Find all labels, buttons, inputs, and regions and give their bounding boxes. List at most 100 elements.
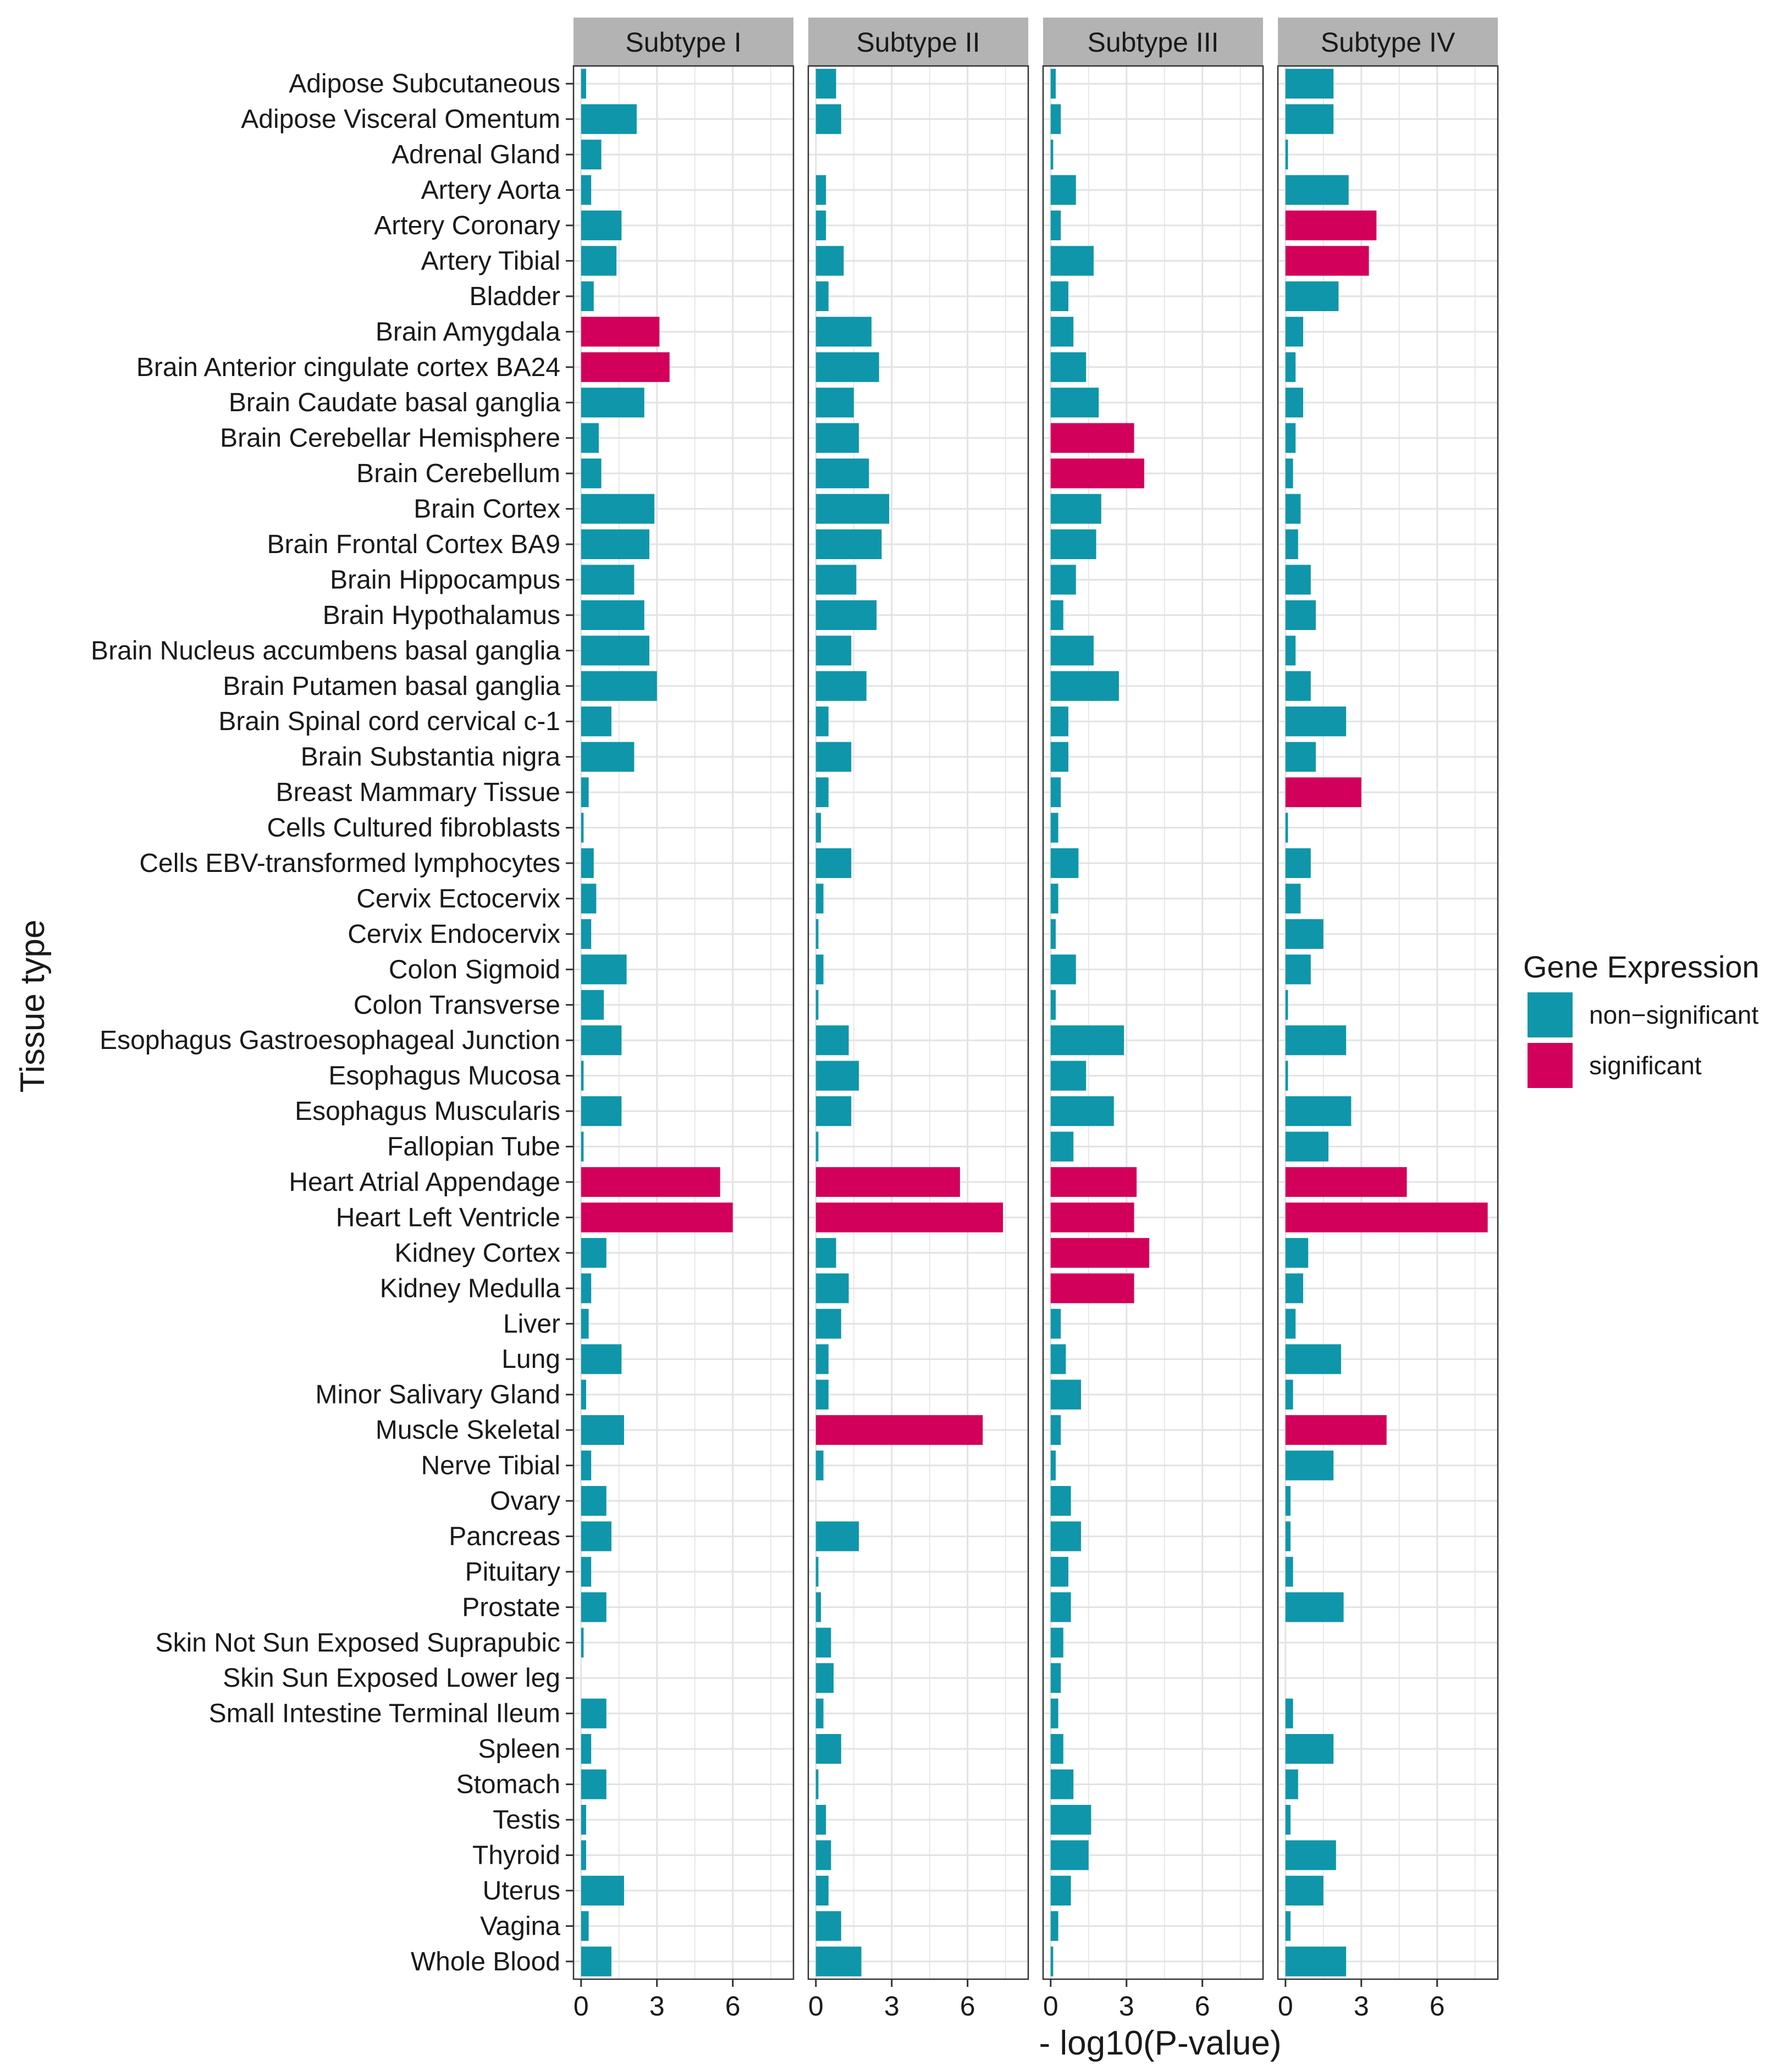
bar-subtype-i-adipose-visceral-omentum xyxy=(581,104,637,134)
y-tick-label-thyroid: Thyroid xyxy=(472,1841,560,1870)
bar-subtype-iv-testis xyxy=(1285,1804,1291,1835)
bar-subtype-i-artery-coronary xyxy=(581,210,622,241)
bar-subtype-iv-breast-mammary-tissue xyxy=(1285,777,1361,808)
y-tick-label-lung: Lung xyxy=(501,1345,560,1374)
y-tick-label-adipose-subcutaneous: Adipose Subcutaneous xyxy=(289,69,560,98)
bar-subtype-iii-cells-cultured-fibroblasts xyxy=(1050,813,1058,843)
bar-subtype-i-stomach xyxy=(581,1769,606,1799)
y-tick-label-esophagus-mucosa: Esophagus Mucosa xyxy=(328,1062,560,1091)
bar-subtype-i-bladder xyxy=(581,281,594,311)
bar-subtype-iv-small-intestine-terminal-ileum xyxy=(1285,1698,1293,1728)
legend-title: Gene Expression xyxy=(1523,949,1760,984)
bar-subtype-iv-cervix-ectocervix xyxy=(1285,883,1301,914)
legend-label-significant: significant xyxy=(1589,1051,1702,1080)
x-tick-label: 3 xyxy=(649,1991,665,2022)
bar-subtype-i-thyroid xyxy=(581,1840,586,1870)
bar-subtype-ii-skin-not-sun-exposed-suprapubic xyxy=(815,1627,831,1658)
bar-subtype-ii-brain-substantia-nigra xyxy=(815,742,852,772)
bar-subtype-i-adrenal-gland xyxy=(581,140,602,170)
bar-subtype-iv-artery-tibial xyxy=(1285,246,1369,276)
bar-subtype-iv-brain-hypothalamus xyxy=(1285,600,1316,630)
bar-subtype-ii-pancreas xyxy=(815,1521,859,1551)
bar-subtype-i-pancreas xyxy=(581,1521,611,1551)
bar-subtype-i-small-intestine-terminal-ileum xyxy=(581,1698,606,1728)
bar-subtype-ii-cells-cultured-fibroblasts xyxy=(815,813,821,843)
bar-subtype-iii-brain-hypothalamus xyxy=(1050,600,1063,630)
bar-subtype-iv-kidney-medulla xyxy=(1285,1273,1303,1304)
bar-subtype-iii-whole-blood xyxy=(1050,1946,1054,1976)
bar-subtype-i-minor-salivary-gland xyxy=(581,1379,586,1410)
bar-subtype-i-cells-cultured-fibroblasts xyxy=(581,813,584,843)
bar-subtype-iii-esophagus-mucosa xyxy=(1050,1061,1087,1091)
bar-subtype-i-brain-caudate-basal-ganglia xyxy=(581,388,644,418)
bar-subtype-iv-brain-cerebellar-hemisphere xyxy=(1285,423,1296,453)
y-tick-label-vagina: Vagina xyxy=(480,1912,560,1941)
bar-subtype-iv-adipose-subcutaneous xyxy=(1285,69,1334,99)
bar-subtype-iii-pituitary xyxy=(1050,1556,1068,1587)
bar-subtype-iii-brain-cortex xyxy=(1050,494,1101,524)
bar-subtype-iii-breast-mammary-tissue xyxy=(1050,777,1061,808)
y-tick-label-testis: Testis xyxy=(493,1805,560,1835)
bar-subtype-ii-skin-sun-exposed-lower-leg xyxy=(815,1663,834,1693)
y-tick-label-brain-spinal-cord-cervical-c-1: Brain Spinal cord cervical c-1 xyxy=(218,707,560,736)
bar-subtype-i-nerve-tibial xyxy=(581,1450,592,1481)
bar-subtype-i-vagina xyxy=(581,1911,589,1941)
bar-subtype-ii-minor-salivary-gland xyxy=(815,1379,829,1410)
bar-subtype-iv-adipose-visceral-omentum xyxy=(1285,104,1334,134)
bar-subtype-i-whole-blood xyxy=(581,1946,611,1976)
y-tick-label-brain-nucleus-accumbens-basal-ganglia: Brain Nucleus accumbens basal ganglia xyxy=(91,636,560,665)
bar-subtype-iii-adrenal-gland xyxy=(1050,140,1054,170)
bar-subtype-iii-brain-frontal-cortex-ba9 xyxy=(1050,529,1096,560)
bar-subtype-iii-colon-sigmoid xyxy=(1050,954,1076,985)
bar-subtype-ii-heart-left-ventricle xyxy=(815,1202,1003,1233)
bar-subtype-iii-cervix-ectocervix xyxy=(1050,883,1058,914)
bar-subtype-iii-cells-ebv-transformed-lymphocytes xyxy=(1050,848,1079,879)
bar-subtype-ii-artery-coronary xyxy=(815,210,826,241)
bar-subtype-iii-kidney-cortex xyxy=(1050,1238,1150,1268)
bar-subtype-i-artery-tibial xyxy=(581,246,617,276)
facet-strip-subtype-iv xyxy=(1278,18,1498,66)
bar-subtype-iv-heart-left-ventricle xyxy=(1285,1202,1488,1233)
y-tick-label-brain-cortex: Brain Cortex xyxy=(413,495,560,524)
bar-subtype-ii-testis xyxy=(815,1804,826,1835)
bar-subtype-iv-kidney-cortex xyxy=(1285,1238,1309,1268)
panel-subtype-ii: Subtype II xyxy=(807,18,1029,1980)
y-tick-label-colon-transverse: Colon Transverse xyxy=(354,991,560,1020)
bar-subtype-iv-minor-salivary-gland xyxy=(1285,1379,1293,1410)
bar-subtype-i-esophagus-gastroesophageal-junction xyxy=(581,1025,622,1056)
bar-subtype-iv-brain-nucleus-accumbens-basal-ganglia xyxy=(1285,636,1296,666)
y-tick-label-brain-putamen-basal-ganglia: Brain Putamen basal ganglia xyxy=(223,672,560,701)
bar-subtype-i-brain-nucleus-accumbens-basal-ganglia xyxy=(581,636,649,666)
bar-subtype-i-brain-anterior-cingulate-cortex-ba24 xyxy=(581,352,670,382)
y-tick-label-adipose-visceral-omentum: Adipose Visceral Omentum xyxy=(241,105,560,134)
bar-subtype-iv-vagina xyxy=(1285,1911,1291,1941)
bar-subtype-iii-lung xyxy=(1050,1344,1066,1374)
bar-subtype-iii-adipose-subcutaneous xyxy=(1050,69,1056,99)
bar-subtype-iii-fallopian-tube xyxy=(1050,1131,1074,1162)
y-tick-label-colon-sigmoid: Colon Sigmoid xyxy=(389,955,560,984)
facet-strip-label-subtype-i: Subtype I xyxy=(625,27,741,58)
y-tick-label-prostate: Prostate xyxy=(462,1593,560,1622)
panel-border-subtype-ii xyxy=(807,65,1029,1980)
x-tick-label: 0 xyxy=(808,1991,824,2022)
bar-subtype-i-brain-substantia-nigra xyxy=(581,742,635,772)
bar-subtype-i-kidney-medulla xyxy=(581,1273,592,1304)
x-tick-label: 0 xyxy=(1043,1991,1058,2022)
y-tick-label-pancreas: Pancreas xyxy=(449,1522,560,1551)
bar-subtype-iii-brain-amygdala xyxy=(1050,317,1074,347)
y-tick-label-artery-tibial: Artery Tibial xyxy=(421,246,560,275)
panel-subtype-iii: Subtype III xyxy=(1042,18,1264,1980)
bar-subtype-i-ovary xyxy=(581,1485,606,1516)
y-tick-label-brain-caudate-basal-ganglia: Brain Caudate basal ganglia xyxy=(229,388,560,417)
bar-subtype-ii-spleen xyxy=(815,1734,841,1764)
bar-subtype-ii-cervix-ectocervix xyxy=(815,883,824,914)
bar-subtype-iii-thyroid xyxy=(1050,1840,1089,1870)
bar-subtype-ii-small-intestine-terminal-ileum xyxy=(815,1698,824,1728)
legend: Gene Expression non−significant signific… xyxy=(1523,949,1760,1088)
bar-subtype-i-brain-spinal-cord-cervical-c-1 xyxy=(581,706,611,737)
bar-subtype-i-fallopian-tube xyxy=(581,1131,584,1162)
y-tick-label-whole-blood: Whole Blood xyxy=(411,1947,560,1976)
bar-subtype-i-cervix-endocervix xyxy=(581,919,592,949)
panel-border-subtype-i xyxy=(572,65,795,1980)
bar-subtype-iii-brain-substantia-nigra xyxy=(1050,742,1068,772)
